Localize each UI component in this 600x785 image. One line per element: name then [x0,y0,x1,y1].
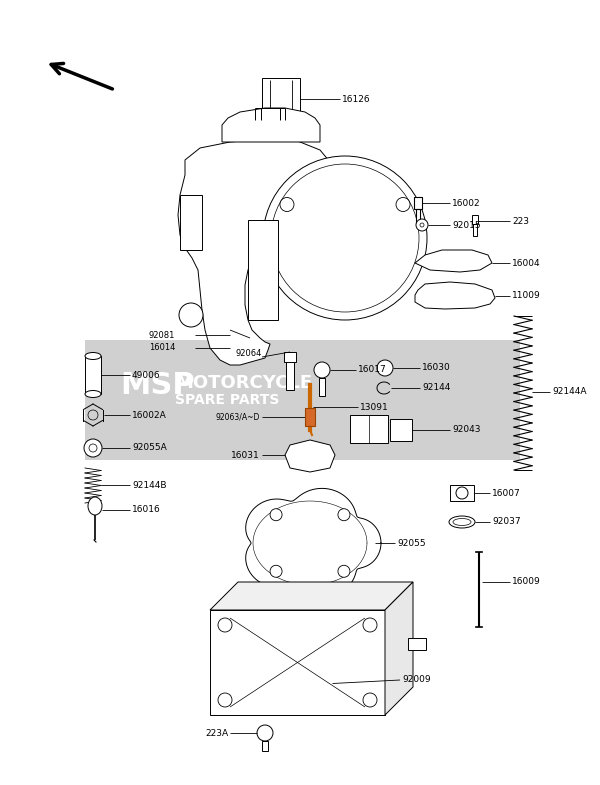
Text: 16002A: 16002A [132,411,167,419]
Bar [85,356,101,394]
Text: 92144B: 92144B [132,480,167,490]
Bar [210,610,385,715]
Text: 16009: 16009 [512,578,541,586]
Bar [472,215,478,224]
Text: 223A: 223A [205,728,228,737]
Circle shape [179,303,203,327]
Text: 49006: 49006 [132,371,161,379]
Circle shape [416,219,428,231]
Text: 92037: 92037 [492,517,521,527]
Text: 16007: 16007 [492,488,521,498]
Bar [305,408,315,426]
Ellipse shape [85,390,101,397]
Text: 92055A: 92055A [132,444,167,452]
Text: 16014: 16014 [149,344,175,352]
Bar [416,209,420,223]
Ellipse shape [85,352,101,360]
Text: 92043: 92043 [452,425,481,435]
Text: 92064: 92064 [236,349,262,359]
Circle shape [257,725,273,741]
Circle shape [363,618,377,632]
Bar [248,220,278,320]
Polygon shape [385,582,413,715]
Text: MOTORCYCLE: MOTORCYCLE [175,374,312,392]
Text: 92144A: 92144A [552,388,587,396]
Bar [414,197,422,209]
Bar [473,224,477,236]
Circle shape [314,362,330,378]
Bar [390,419,412,441]
Text: 92055: 92055 [397,539,425,547]
Text: MSP: MSP [120,371,194,400]
Circle shape [420,223,424,227]
Bar [350,415,388,443]
Text: 223: 223 [512,217,529,225]
Bar [180,195,202,250]
Circle shape [338,509,350,520]
Text: 16126: 16126 [342,94,371,104]
Text: 92015: 92015 [452,221,481,229]
Bar [262,741,268,751]
Circle shape [280,198,294,211]
Text: 16002: 16002 [452,199,481,207]
Circle shape [377,360,393,376]
Bar [85,340,520,460]
Text: 16017: 16017 [358,366,387,374]
Text: 92009: 92009 [402,676,431,685]
Circle shape [363,693,377,707]
Polygon shape [210,582,413,610]
Polygon shape [285,440,335,472]
Circle shape [396,198,410,211]
Bar [450,485,474,501]
Circle shape [270,565,282,577]
Circle shape [456,487,468,499]
Polygon shape [178,136,335,365]
Bar [408,638,426,650]
Bar [286,360,294,390]
Text: 92063/A~D: 92063/A~D [215,412,260,422]
Text: 13091: 13091 [360,403,389,411]
Circle shape [263,156,427,320]
Text: 92081: 92081 [149,330,175,339]
Circle shape [218,693,232,707]
Circle shape [338,565,350,577]
Circle shape [89,444,97,452]
Text: SPARE PARTS: SPARE PARTS [175,393,280,407]
Circle shape [218,618,232,632]
Text: 92144: 92144 [422,384,451,392]
Text: 16004: 16004 [512,258,541,268]
Circle shape [270,509,282,520]
Text: 16030: 16030 [422,363,451,373]
Circle shape [84,439,102,457]
Text: 11009: 11009 [512,291,541,301]
Text: 16031: 16031 [231,451,260,459]
Polygon shape [222,108,320,142]
Ellipse shape [88,497,102,515]
Bar [319,378,325,396]
Bar [262,78,300,120]
Bar [284,352,296,362]
Polygon shape [415,250,492,272]
Text: 16016: 16016 [132,506,161,514]
